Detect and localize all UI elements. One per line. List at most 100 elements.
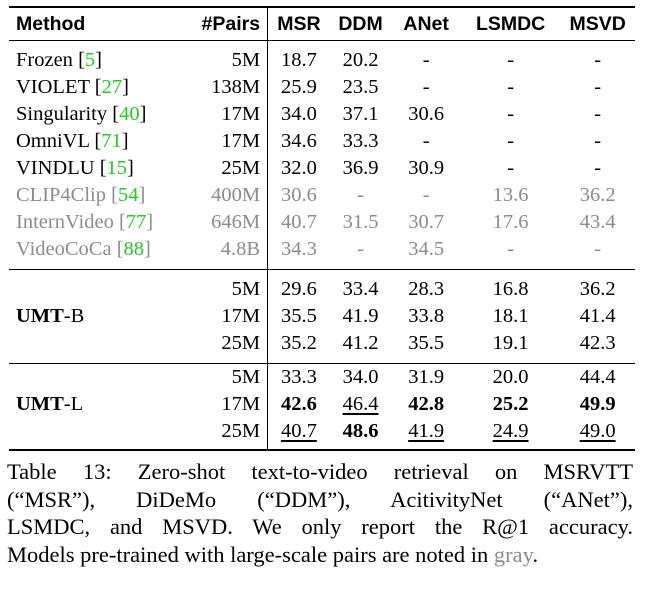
- anet-cell: 35.5: [408, 332, 445, 354]
- method-cell: [9, 330, 180, 364]
- lsmdc-cell: 20.0: [460, 363, 561, 391]
- msvd-cell: 44.4: [560, 363, 635, 391]
- header-row: Method #Pairs MSR DDM ANet LSMDC MSVD: [9, 6, 635, 41]
- method-name: Singularity: [16, 103, 108, 125]
- msvd-cell: 36.2: [579, 184, 616, 206]
- pairs-cell: 5M: [180, 40, 269, 74]
- second-best-value: 24.9: [492, 420, 529, 442]
- msvd-cell: -: [594, 103, 602, 125]
- pairs-cell: 25M: [180, 330, 269, 364]
- lsmdc-cell: -: [507, 76, 515, 98]
- lsmdc-cell: 16.8: [460, 269, 561, 303]
- header-lsmdc: LSMDC: [460, 6, 561, 41]
- msr-cell: 25.9: [280, 76, 317, 98]
- caption-line: (“MSR”), DiDeMo (“DDM”), AcitivityNet (“…: [7, 486, 633, 512]
- second-best-value: 46.4: [342, 393, 379, 415]
- lsmdc-cell: 13.6: [492, 184, 529, 206]
- pairs-cell: 400M: [180, 182, 269, 209]
- ddm-cell: 41.2: [342, 332, 379, 354]
- citation-link[interactable]: 15: [106, 157, 128, 179]
- method-cell: VideoCoCa [88]: [16, 238, 151, 260]
- msr-cell-second: 40.7: [267, 418, 330, 451]
- anet-cell: 31.9: [391, 363, 461, 391]
- msr-cell-best: 42.6: [280, 393, 317, 415]
- ddm-cell-second: 46.4: [330, 391, 392, 418]
- anet-cell: 30.9: [408, 157, 445, 179]
- anet-cell: -: [422, 130, 430, 152]
- anet-cell-best: 42.8: [408, 393, 445, 415]
- ddm-cell: 36.9: [342, 157, 379, 179]
- header-method: Method: [9, 6, 181, 41]
- pairs-cell: 646M: [180, 209, 269, 236]
- table-row: InternVideo [77] 646M 40.7 31.5 30.7 17.…: [9, 209, 635, 236]
- table-row: UMT-L 17M 42.6 46.4 42.8 25.2 49.9: [9, 391, 635, 418]
- method-name: VideoCoCa: [16, 238, 112, 260]
- msvd-cell: 43.4: [579, 211, 616, 233]
- caption-line: Models pre-trained with large-scale pair…: [7, 541, 633, 569]
- second-best-value: 41.9: [408, 420, 445, 442]
- citation-link[interactable]: 71: [101, 130, 122, 152]
- msvd-cell: -: [594, 76, 602, 98]
- pairs-cell: 17M: [180, 128, 269, 155]
- lsmdc-cell: -: [507, 157, 515, 179]
- citation-link[interactable]: 40: [119, 103, 140, 125]
- msr-cell: 34.0: [280, 103, 317, 125]
- lsmdc-cell: -: [507, 103, 515, 125]
- lsmdc-cell: -: [507, 49, 515, 71]
- caption-period: .: [532, 541, 539, 567]
- model-name-bold: UMT: [16, 305, 64, 327]
- lsmdc-cell-best: 25.2: [492, 393, 529, 415]
- lsmdc-cell: 18.1: [492, 305, 529, 327]
- table-row: VINDLU [15] 25M 32.0 36.9 30.9 - -: [9, 155, 635, 182]
- msvd-cell: -: [594, 238, 602, 260]
- pairs-cell: 17M: [180, 303, 269, 330]
- msr-cell: 32.0: [280, 157, 317, 179]
- anet-cell: -: [422, 76, 430, 98]
- citation-link[interactable]: 27: [101, 76, 123, 98]
- second-best-value: 40.7: [280, 420, 317, 442]
- method-cell: Frozen [5]: [16, 49, 102, 71]
- method-name: CLIP4Clip: [16, 184, 106, 206]
- msvd-cell: 41.4: [579, 305, 616, 327]
- citation-link[interactable]: 54: [117, 184, 139, 206]
- msr-cell: 40.7: [280, 211, 317, 233]
- table-row: 25M 35.2 41.2 35.5 19.1 42.3: [9, 330, 635, 364]
- caption-line: LSMDC, and MSVD. We only report the R@1 …: [7, 514, 633, 539]
- ddm-cell: 23.5: [342, 76, 379, 98]
- citation-link[interactable]: 88: [123, 238, 145, 260]
- pairs-cell: 5M: [180, 269, 269, 303]
- pairs-cell: 25M: [180, 418, 269, 451]
- pairs-cell: 4.8B: [180, 236, 269, 270]
- lsmdc-cell: 19.1: [492, 332, 529, 354]
- anet-cell: 30.7: [408, 211, 445, 233]
- msr-cell: 35.2: [280, 332, 317, 354]
- lsmdc-cell: 17.6: [492, 211, 529, 233]
- header-ddm: DDM: [329, 6, 392, 41]
- results-table-container: Method #Pairs MSR DDM ANet LSMDC MSVD Fr…: [9, 6, 635, 451]
- ddm-cell: -: [357, 184, 364, 206]
- ddm-cell-best: 48.6: [329, 418, 392, 451]
- pairs-cell: 17M: [180, 391, 269, 418]
- citation-link[interactable]: 77: [125, 211, 147, 233]
- header-pairs: #Pairs: [180, 6, 269, 41]
- ddm-cell: 34.0: [329, 363, 392, 391]
- msr-cell: 33.3: [267, 363, 330, 391]
- method-cell: [9, 269, 181, 303]
- msvd-cell: 42.3: [579, 332, 616, 354]
- anet-cell-second: 41.9: [391, 418, 461, 451]
- method-cell: CLIP4Clip [54]: [16, 184, 146, 206]
- table-row: CLIP4Clip [54] 400M 30.6 - - 13.6 36.2: [9, 182, 635, 209]
- msr-cell: 34.3: [280, 238, 317, 260]
- method-name: VIOLET: [16, 76, 90, 98]
- method-cell: UMT-B: [9, 303, 180, 330]
- msvd-cell-best: 49.9: [579, 393, 616, 415]
- method-cell: Singularity [40]: [16, 103, 147, 125]
- model-name-suffix: -B: [63, 305, 85, 327]
- msr-cell: 29.6: [267, 269, 330, 303]
- ddm-cell: 41.9: [342, 305, 379, 327]
- citation-link[interactable]: 5: [84, 49, 96, 71]
- ddm-cell: 31.5: [342, 211, 379, 233]
- lsmdc-cell: -: [507, 130, 515, 152]
- method-name: VINDLU: [16, 157, 95, 179]
- method-cell: VINDLU [15]: [16, 157, 134, 179]
